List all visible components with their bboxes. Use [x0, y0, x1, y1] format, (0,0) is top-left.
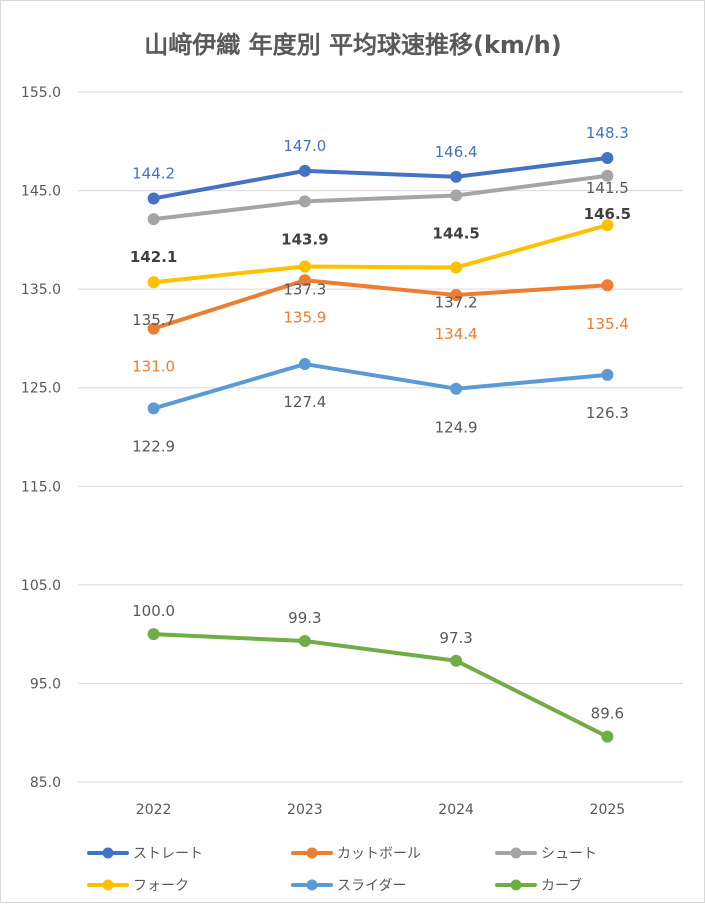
- data-point: [601, 730, 614, 743]
- data-label: 147.0: [283, 137, 326, 155]
- data-point: [147, 628, 160, 641]
- legend-item: フォーク: [87, 878, 189, 894]
- data-label: 141.5: [586, 179, 629, 197]
- data-point: [450, 289, 463, 302]
- legend-item: シュート: [495, 846, 597, 862]
- data-label: 137.3: [283, 280, 326, 298]
- data-label: 127.4: [283, 393, 326, 411]
- data-point: [601, 169, 614, 182]
- data-label: 146.5: [584, 205, 631, 223]
- legend-label: スライダー: [337, 878, 406, 894]
- data-point: [147, 213, 160, 226]
- axis-labels: 85.0 95.0 105.0 115.0 125.0 135.0 145.0 155.0 20…: [21, 85, 625, 818]
- x-tick-label: 2022: [136, 802, 172, 818]
- data-label: 89.6: [591, 705, 624, 723]
- data-label: 97.3: [439, 629, 472, 647]
- y-tick-label: 135.0: [21, 282, 61, 298]
- series-line: [151, 632, 610, 739]
- x-tick-label: 2023: [287, 802, 323, 818]
- data-point: [298, 164, 311, 177]
- data-point: [147, 192, 160, 205]
- data-label: 122.9: [132, 437, 175, 455]
- y-tick-label: 115.0: [21, 479, 61, 495]
- data-labels: 144.2 147.0 146.4 148.3 131.0 135.9 134.4 135.4…: [130, 124, 631, 723]
- y-tick-label: 95.0: [30, 676, 61, 692]
- data-label: 135.9: [283, 308, 326, 326]
- series-line: [151, 173, 610, 222]
- legend-marker: [306, 847, 318, 859]
- y-tick-label: 85.0: [30, 775, 61, 791]
- data-point: [601, 279, 614, 292]
- legend-item: カーブ: [495, 877, 582, 894]
- data-label: 142.1: [130, 248, 177, 266]
- data-label: 143.9: [281, 230, 328, 248]
- legend-item: カットボール: [291, 846, 421, 862]
- data-point: [450, 382, 463, 395]
- series-line: [151, 362, 610, 411]
- series-line: [151, 156, 610, 201]
- series-line: [151, 223, 610, 285]
- data-point: [601, 368, 614, 381]
- data-label: 124.9: [435, 419, 478, 437]
- data-label: 135.4: [586, 315, 629, 333]
- series-line: [151, 278, 610, 331]
- data-label: 144.2: [132, 164, 175, 182]
- data-point: [298, 274, 311, 287]
- legend-marker: [102, 879, 114, 891]
- legend-marker: [510, 879, 522, 891]
- chart-title: 山﨑伊織 年度別 平均球速推移(km/h): [144, 31, 561, 59]
- data-label: 135.7: [132, 311, 175, 329]
- data-label: 148.3: [586, 124, 629, 142]
- data-label: 100.0: [132, 602, 175, 620]
- data-label: 137.2: [435, 293, 478, 311]
- legend-label: ストレート: [133, 846, 203, 862]
- data-label: 144.5: [432, 225, 479, 243]
- data-label: 131.0: [132, 358, 175, 376]
- data-point: [147, 402, 160, 415]
- y-tick-label: 105.0: [21, 578, 61, 594]
- legend-marker: [510, 847, 522, 859]
- data-point: [298, 260, 311, 273]
- data-point: [298, 358, 311, 371]
- y-tick-label: 125.0: [21, 381, 61, 397]
- data-point: [450, 261, 463, 274]
- series-lines: [147, 152, 614, 743]
- legend-marker: [306, 879, 318, 891]
- y-tick-label: 145.0: [21, 184, 61, 200]
- y-tick-label: 155.0: [21, 85, 61, 101]
- data-point: [601, 219, 614, 232]
- legend-marker: [102, 847, 114, 859]
- data-point: [298, 635, 311, 648]
- data-point: [450, 189, 463, 202]
- x-tick-label: 2025: [590, 802, 626, 818]
- data-point: [147, 276, 160, 289]
- data-point: [147, 322, 160, 335]
- data-label: 126.3: [586, 404, 629, 422]
- data-label: 134.4: [435, 325, 478, 343]
- data-label: 99.3: [288, 609, 321, 627]
- legend-item: スライダー: [291, 878, 406, 894]
- data-label: 146.4: [435, 143, 478, 161]
- legend-label: フォーク: [133, 878, 189, 894]
- data-point: [601, 152, 614, 165]
- legend-label: カーブ: [541, 877, 582, 894]
- legend-label: カットボール: [337, 846, 421, 862]
- data-point: [298, 195, 311, 208]
- data-point: [450, 170, 463, 183]
- legend-item: ストレート: [87, 846, 203, 862]
- x-tick-label: 2024: [438, 802, 474, 818]
- legend-label: シュート: [541, 846, 597, 862]
- data-point: [450, 654, 463, 667]
